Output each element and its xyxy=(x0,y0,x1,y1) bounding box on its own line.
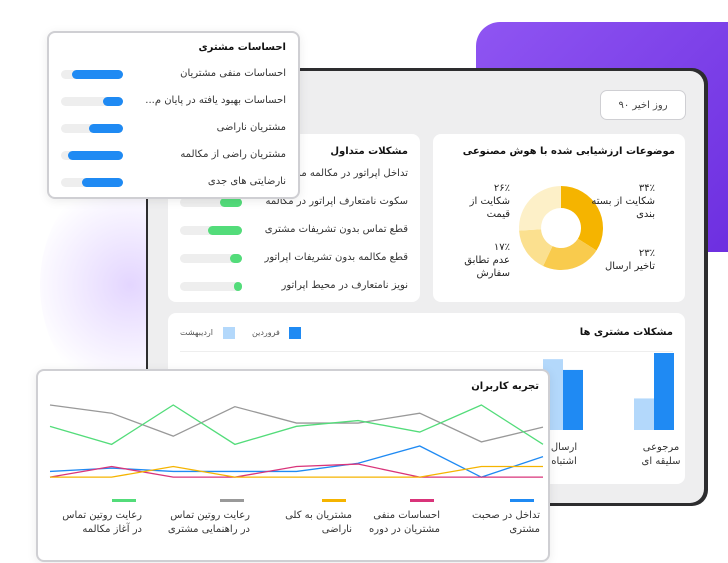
date-range-filter[interactable]: ۹۰ روز اخیر xyxy=(600,90,686,120)
user-experience-title: تجربه کاربران xyxy=(471,381,539,392)
legend-label-farvardin: فروردین xyxy=(252,328,280,337)
sentiment-bar-fill xyxy=(82,178,123,187)
customer-sentiment-title: احساسات مشتری xyxy=(198,42,286,53)
common-issue-label: سکوت نامتعارف اپراتور در مکالمه xyxy=(265,196,409,207)
topic-label-2: ۱۷٪ عدم تطابق سفارش xyxy=(464,242,510,279)
sentiment-bar xyxy=(61,97,123,106)
legend-swatch-ordibehesht xyxy=(223,327,235,339)
ux-series-line xyxy=(50,465,543,478)
ux-legend-swatch xyxy=(410,499,434,502)
sentiment-label: نارضایتی های جدی xyxy=(207,176,286,187)
user-experience-card: تجربه کاربران تداخل در صحبت مشتری احساسات… xyxy=(36,369,550,562)
sentiment-bar xyxy=(61,124,123,133)
donut-slice xyxy=(519,186,561,231)
common-issue-label: قطع تماس بدون تشریفات مشتری xyxy=(264,224,408,235)
sentiment-bar xyxy=(61,178,123,187)
ux-series-line xyxy=(49,404,544,443)
topic-label-0: ۳۴٪ شکایت از بسته بندی xyxy=(591,183,655,220)
bar-farvardin xyxy=(654,353,674,430)
ux-legend-swatch xyxy=(220,499,244,502)
category-label-0: مرجوعی سلیقه ای xyxy=(641,442,681,467)
sentiment-label: مشتریان راضی از مکالمه xyxy=(180,149,286,160)
category-label-1: ارسال اشتباه xyxy=(550,442,578,467)
ux-legend-swatch xyxy=(112,499,136,502)
customer-sentiment-card: احساسات مشتری احساسات منفی مشتریان احساسا… xyxy=(47,31,300,199)
ai-topics-donut xyxy=(519,186,603,270)
ux-series-line xyxy=(49,445,544,478)
topic-label-1: ۲۳٪ تاخیر ارسال xyxy=(604,248,655,272)
ux-legend-swatch xyxy=(322,499,346,502)
sentiment-bar xyxy=(61,151,123,160)
sentiment-label: احساسات منفی مشتریان xyxy=(180,68,286,79)
ux-legend-label: تداخل در صحبت مشتری xyxy=(472,510,540,535)
sentiment-bar-fill xyxy=(72,70,123,79)
topic-label-3: ۲۶٪ شکایت از قیمت xyxy=(469,183,510,220)
bar-ordibehesht xyxy=(634,398,654,430)
ux-legend-swatch xyxy=(510,499,534,502)
user-experience-lines xyxy=(49,404,544,478)
common-issue-bar-fill xyxy=(234,282,242,291)
common-issues-title: مشکلات متداول xyxy=(330,146,408,157)
sentiment-bar xyxy=(61,70,123,79)
common-issue-label: قطع مکالمه بدون تشریفات اپراتور xyxy=(264,252,408,263)
ai-topics-title: موضوعات ارزشیابی شده با هوش مصنوعی xyxy=(462,146,675,157)
legend-label-ordibehesht: اردیبهشت xyxy=(180,328,213,337)
ux-legend-label: رعایت روتین تماس در راهنمایی مشتری xyxy=(167,510,250,535)
ai-topics-card: موضوعات ارزشیابی شده با هوش مصنوعی ۳۴٪ شک… xyxy=(433,134,685,302)
bar-farvardin xyxy=(563,369,583,430)
sentiment-bar-fill xyxy=(103,97,123,106)
chart-gridline xyxy=(180,351,673,352)
ux-legend-label: مشتریان به کلی ناراضی xyxy=(285,510,352,535)
donut-slice xyxy=(561,186,603,251)
common-issue-bar xyxy=(180,282,242,291)
common-issue-bar xyxy=(180,254,242,263)
ux-series-line xyxy=(49,463,543,478)
common-issue-bar-fill xyxy=(220,198,242,207)
ux-legend-label: رعایت روتین تماس در آغاز مکالمه xyxy=(62,510,142,535)
common-issue-bar-fill xyxy=(230,254,242,263)
common-issue-label: نویز نامتعارف در محیط اپراتور xyxy=(281,280,408,291)
common-issue-bar-fill xyxy=(208,226,242,235)
donut-slice xyxy=(519,229,553,267)
sentiment-bar-fill xyxy=(68,151,123,160)
sentiment-label: مشتریان ناراضی xyxy=(216,122,286,133)
ux-series-line xyxy=(49,404,544,446)
ux-legend-label: احساسات منفی مشتریان در دوره xyxy=(369,510,440,535)
common-issue-bar xyxy=(180,198,242,207)
common-issue-bar xyxy=(180,226,242,235)
sentiment-bar-fill xyxy=(89,124,123,133)
sentiment-label: احساسات بهبود یافته در پایان م... xyxy=(145,95,286,106)
common-issue-label: تداخل اپراتور در مکالمه مش xyxy=(288,168,408,179)
donut-slice xyxy=(543,238,597,270)
legend-swatch-farvardin xyxy=(289,327,301,339)
customer-issues-title: مشکلات مشتری ها xyxy=(579,327,673,338)
